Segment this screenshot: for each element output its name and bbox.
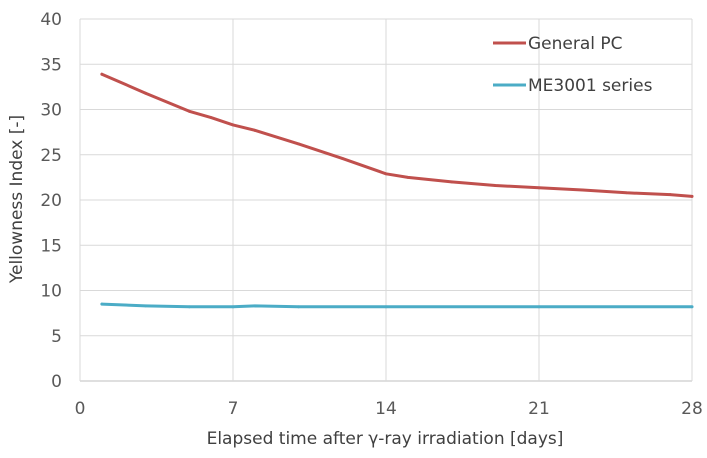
data-point-general-pc — [384, 172, 388, 176]
y-tick-label: 30 — [40, 101, 62, 121]
data-point-me3001-series — [253, 304, 257, 308]
data-point-general-pc — [187, 109, 191, 113]
data-point-general-pc — [450, 180, 453, 184]
data-point-me3001-series — [231, 305, 235, 309]
data-point-general-pc — [581, 188, 585, 192]
data-point-me3001-series — [144, 304, 147, 308]
y-tick-label: 40 — [40, 10, 62, 30]
data-point-general-pc — [253, 128, 257, 132]
y-tick-label: 5 — [51, 327, 62, 347]
legend-label-me3001-series: ME3001 series — [528, 76, 653, 96]
x-tick-label: 28 — [681, 399, 703, 419]
x-tick-label: 14 — [375, 399, 397, 419]
data-point-general-pc — [297, 142, 300, 146]
y-tick-label: 10 — [40, 282, 62, 302]
data-point-me3001-series — [187, 305, 191, 309]
data-point-general-pc — [493, 184, 497, 187]
y-tick-label: 25 — [40, 146, 62, 166]
legend-label-general-pc: General PC — [528, 34, 623, 54]
data-point-general-pc — [625, 191, 628, 195]
y-tick-label: 0 — [51, 372, 62, 392]
data-point-general-pc — [209, 116, 213, 120]
x-tick-label: 0 — [75, 399, 86, 419]
grid — [79, 18, 693, 382]
x-axis-label: Elapsed time after γ-ray irradiation [da… — [207, 429, 564, 449]
y-tick-label: 15 — [40, 236, 62, 256]
data-point-me3001-series — [384, 305, 388, 309]
data-point-general-pc — [231, 123, 235, 127]
data-point-general-pc — [100, 72, 104, 76]
data-point-me3001-series — [690, 305, 694, 309]
tick-labels: 0 5 10 15 20 25 30 35 40 0 7 14 21 28 — [40, 10, 702, 419]
legend: General PC ME3001 series — [493, 34, 653, 96]
series-lines — [100, 72, 694, 309]
data-point-me3001-series — [537, 305, 541, 309]
y-tick-label: 35 — [40, 55, 62, 75]
data-point-me3001-series — [100, 302, 104, 306]
data-point-me3001-series — [297, 305, 300, 309]
y-tick-label: 20 — [40, 191, 62, 211]
data-point-general-pc — [340, 156, 344, 160]
x-tick-label: 7 — [228, 399, 239, 419]
data-point-general-pc — [144, 91, 147, 95]
data-point-general-pc — [406, 175, 410, 179]
data-point-general-pc — [537, 186, 541, 190]
legend-item-me3001-series: ME3001 series — [493, 76, 653, 96]
legend-item-general-pc: General PC — [493, 34, 623, 54]
data-point-general-pc — [668, 193, 672, 196]
data-point-general-pc — [690, 194, 694, 198]
x-tick-label: 21 — [528, 399, 550, 419]
y-axis-label: Yellowness Index [-] — [7, 115, 27, 284]
